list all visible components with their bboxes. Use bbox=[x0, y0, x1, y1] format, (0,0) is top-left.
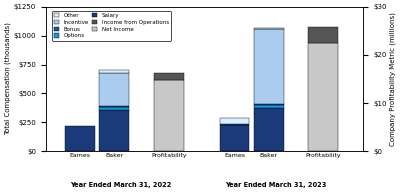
Bar bbox=[100, 110, 129, 151]
Bar bbox=[254, 108, 284, 151]
Bar bbox=[220, 125, 250, 151]
Bar bbox=[254, 29, 284, 104]
Bar bbox=[100, 106, 129, 107]
Bar bbox=[100, 107, 129, 110]
Bar bbox=[254, 105, 284, 108]
Y-axis label: Total Compensation (thousands): Total Compensation (thousands) bbox=[4, 22, 11, 135]
Bar bbox=[154, 80, 184, 151]
Y-axis label: Company Profitability Metric (millions): Company Profitability Metric (millions) bbox=[389, 12, 396, 146]
Bar bbox=[100, 73, 129, 106]
Text: Year Ended March 31, 2022: Year Ended March 31, 2022 bbox=[70, 182, 172, 188]
Bar bbox=[220, 118, 250, 123]
Bar bbox=[65, 126, 95, 151]
Bar bbox=[254, 104, 284, 105]
Bar bbox=[308, 27, 338, 43]
Bar bbox=[220, 123, 250, 125]
Legend: Other, Incentive, Bonus, Options, Salary, Income from Operations, Net Income: Other, Incentive, Bonus, Options, Salary… bbox=[52, 11, 171, 41]
Text: Year Ended March 31, 2023: Year Ended March 31, 2023 bbox=[225, 182, 326, 188]
Bar bbox=[100, 70, 129, 73]
Bar bbox=[254, 28, 284, 29]
Bar bbox=[154, 73, 184, 80]
Bar bbox=[308, 43, 338, 151]
